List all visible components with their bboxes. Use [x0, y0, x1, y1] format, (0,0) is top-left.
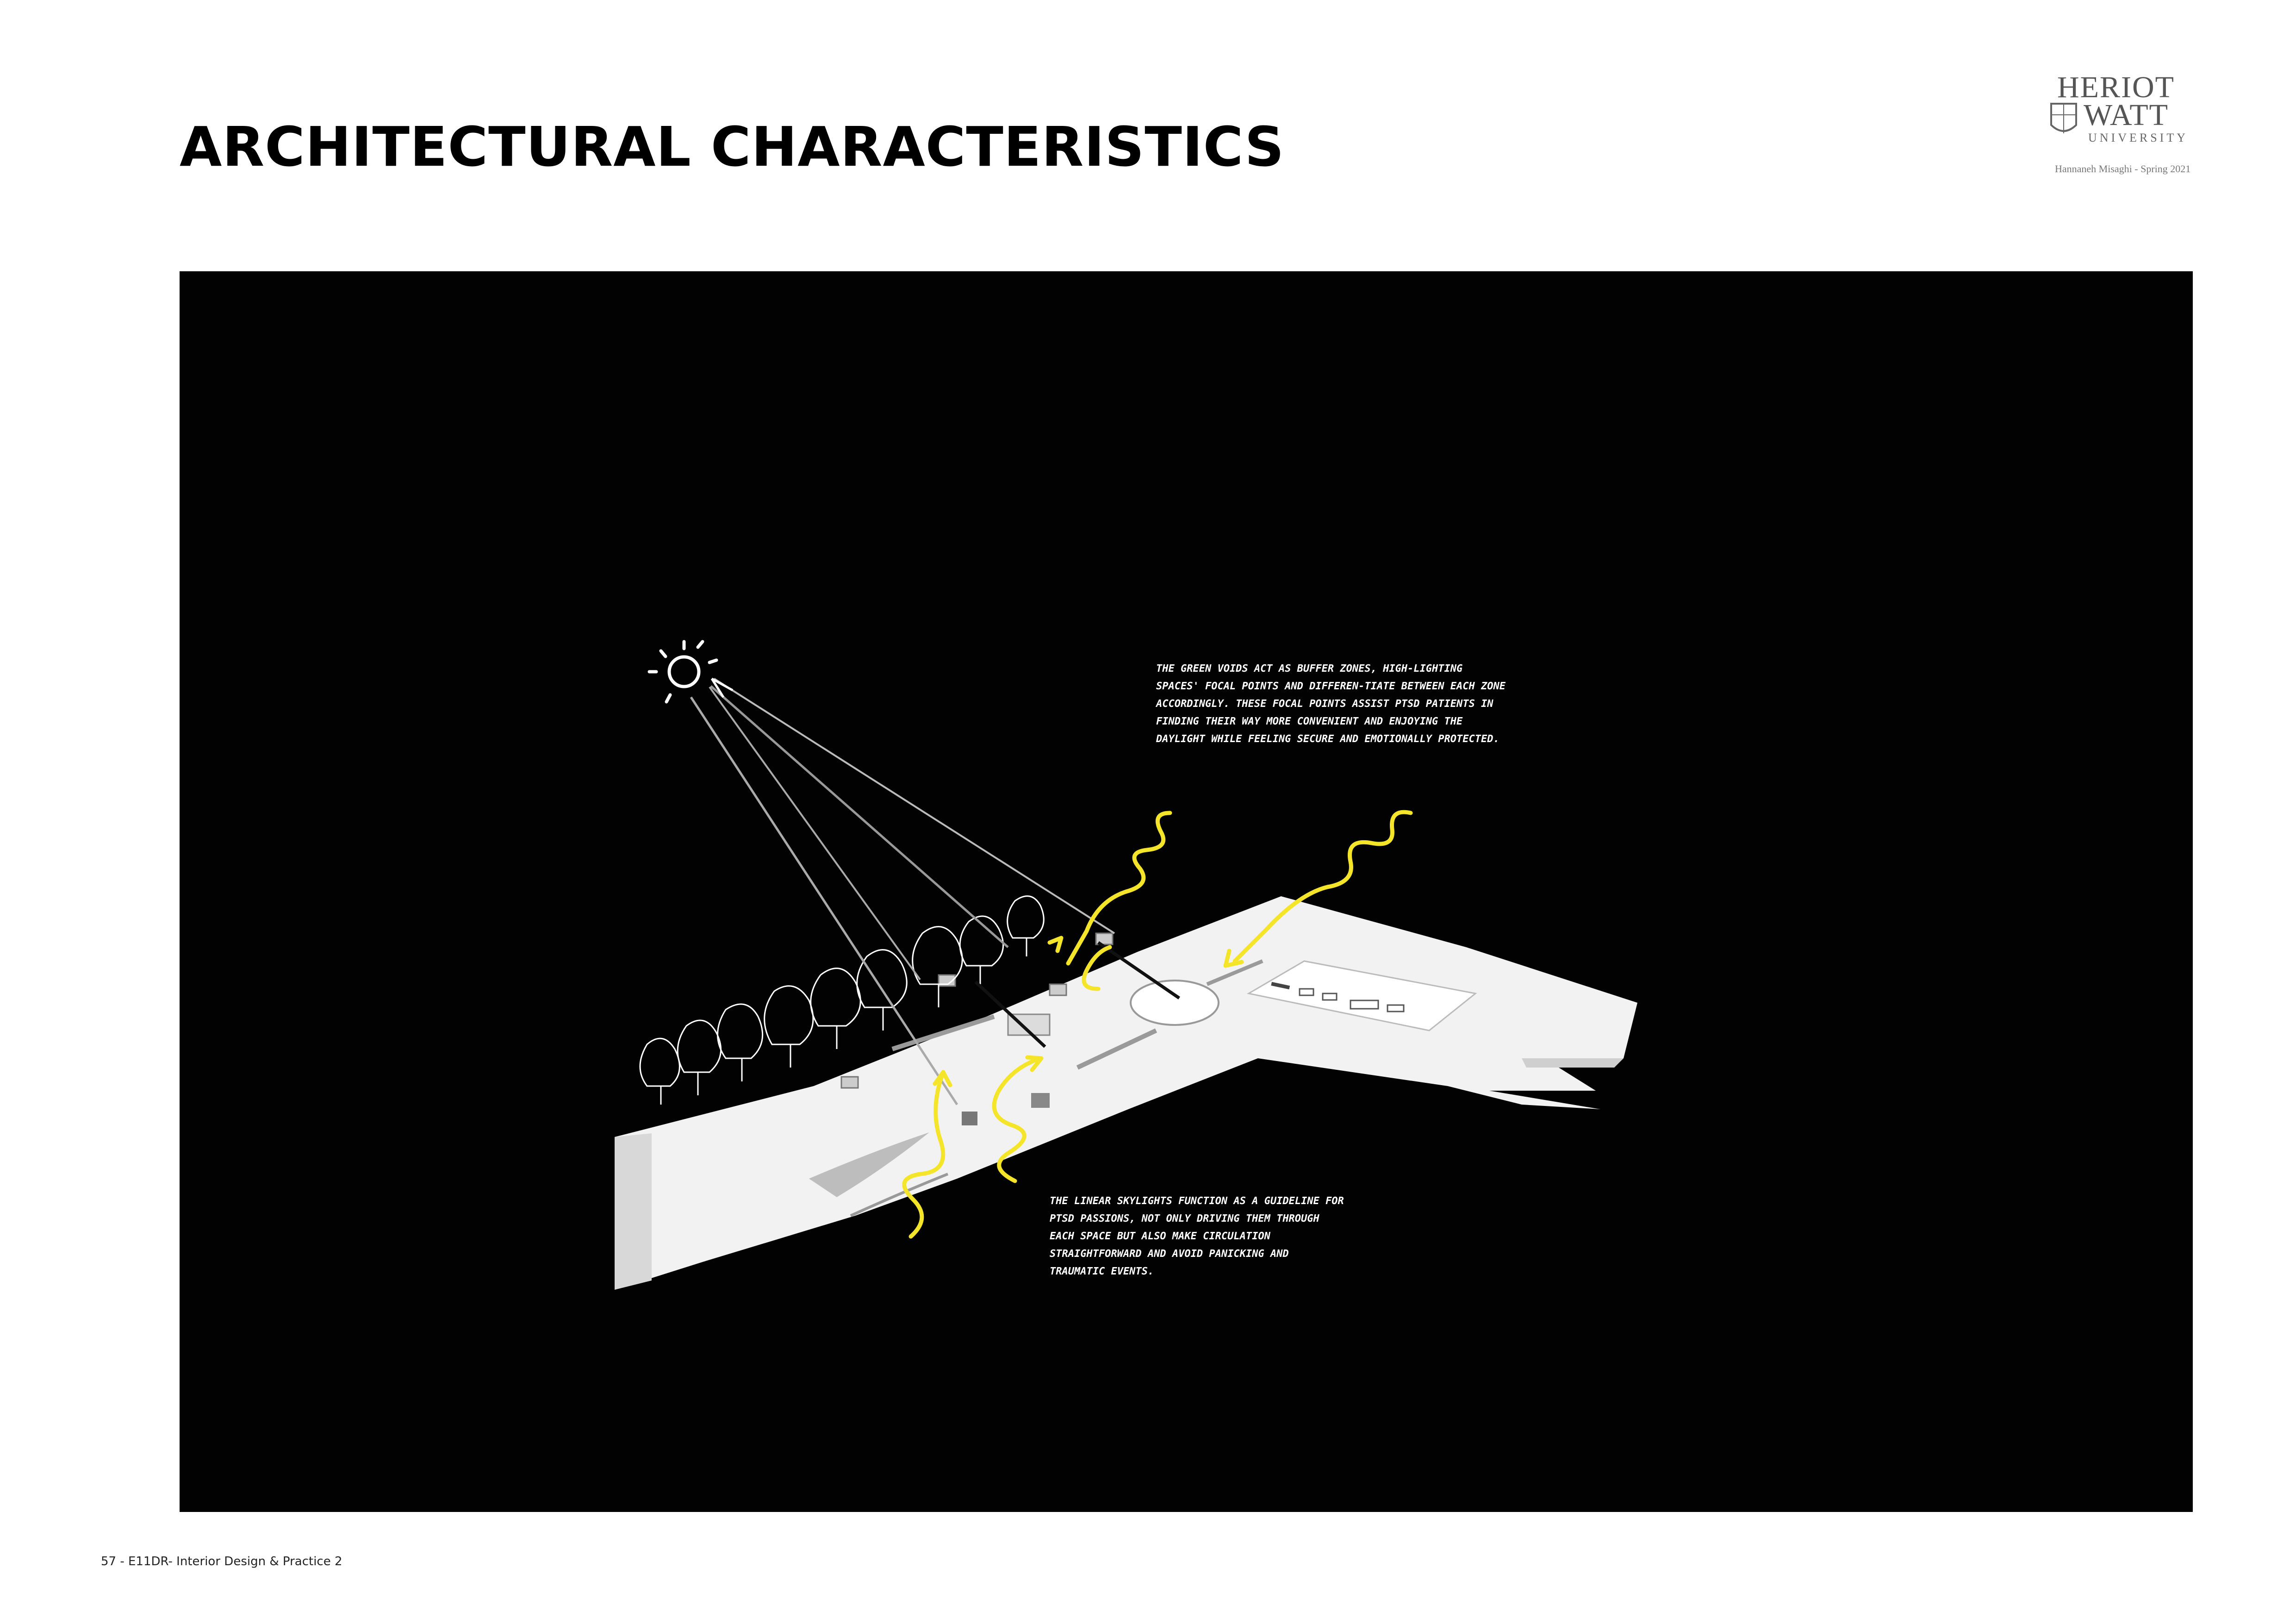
shield-icon — [2050, 103, 2077, 133]
logo-line1: HERIOT — [2057, 70, 2175, 104]
axonometric-figure: The green voids act as buffer zones, hig… — [180, 271, 2193, 1512]
squiggle-arrow-icon — [902, 810, 1413, 1239]
logo-line3: UNIVERSITY — [2088, 131, 2188, 144]
sun-icon — [647, 640, 718, 704]
page-footer: 57 - E11DR- Interior Design & Practice 2 — [101, 1555, 342, 1568]
axonometric-drawing — [615, 640, 1637, 1290]
university-logo: HERIOT WATT UNIVERSITY — [2050, 70, 2188, 144]
logo-credit: Hannaneh Misaghi - Spring 2021 — [2055, 163, 2191, 175]
arrow-icon — [690, 677, 1180, 1106]
annotation-linear-skylights: The linear skylights function as a guide… — [1050, 1195, 1344, 1277]
tree-icon — [639, 895, 1045, 1105]
annotation-green-voids: The green voids act as buffer zones, hig… — [1156, 663, 1506, 745]
logo-line2: WATT — [2084, 98, 2169, 132]
page-title: ARCHITECTURAL CHARACTERISTICS — [180, 115, 1285, 179]
site-model — [615, 896, 1637, 1290]
